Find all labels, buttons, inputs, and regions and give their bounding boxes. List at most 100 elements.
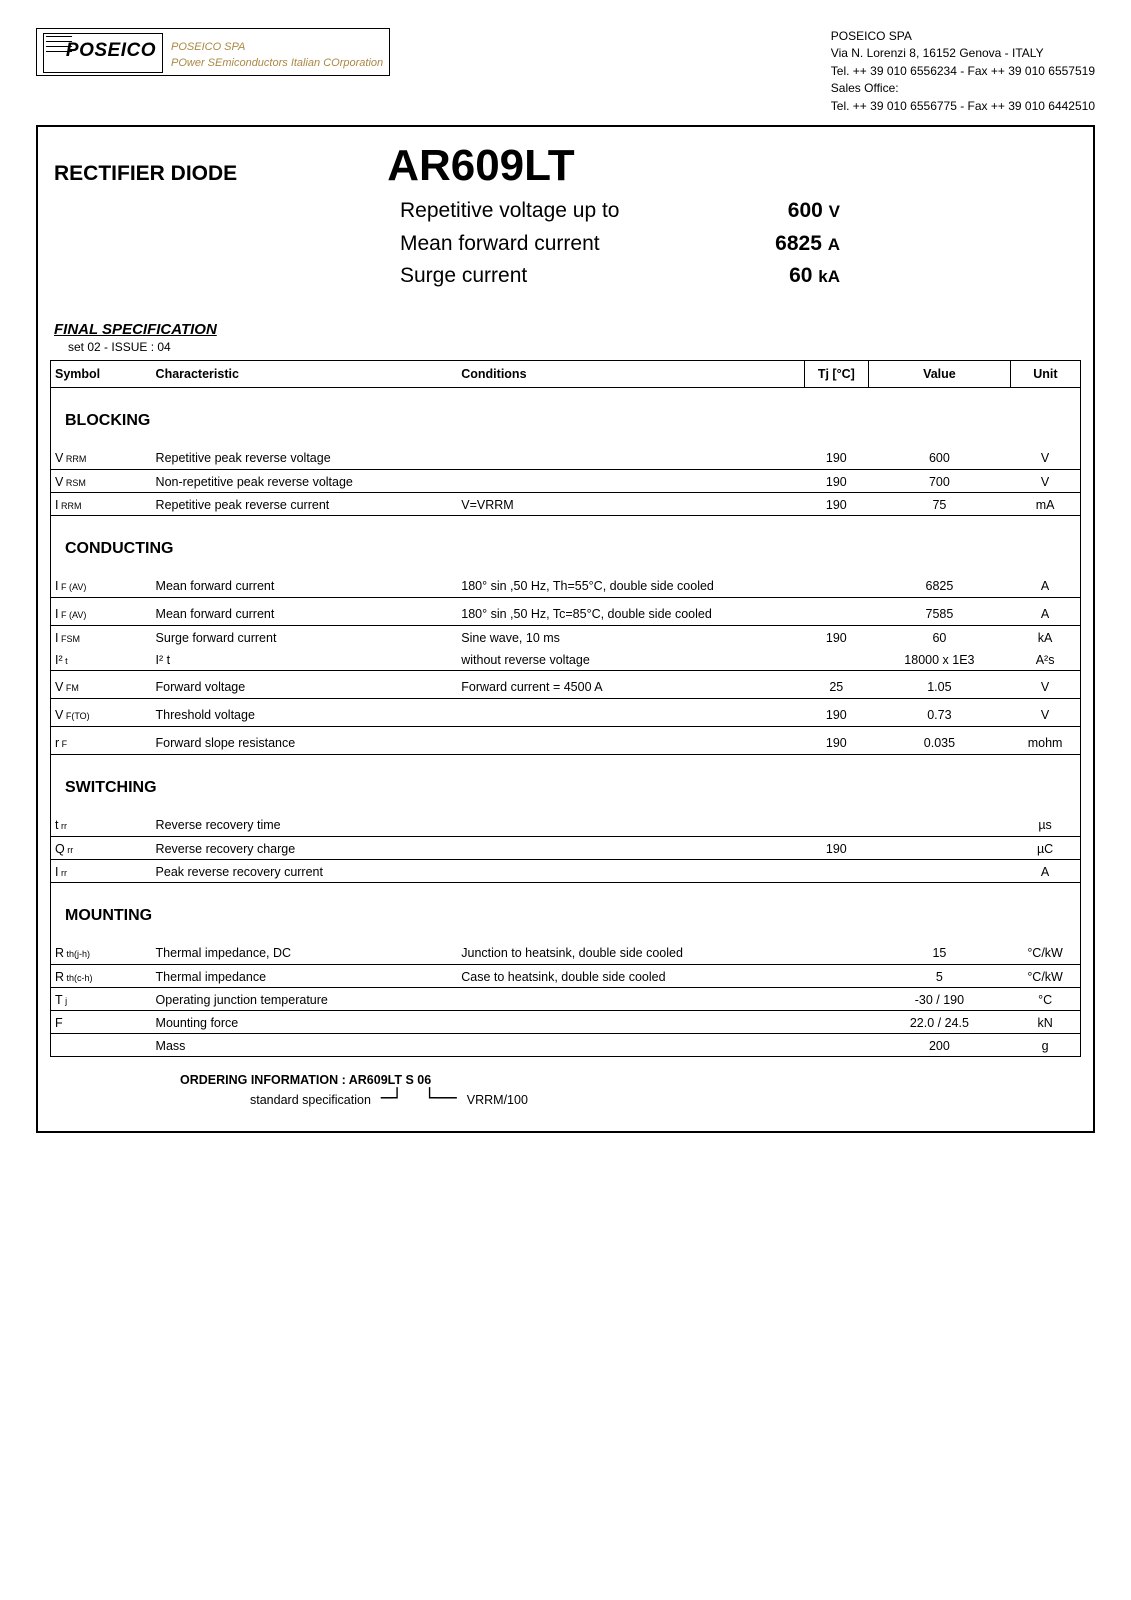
cell-tj: 190 bbox=[804, 492, 869, 515]
cell-conditions bbox=[457, 1033, 804, 1056]
cell-unit: g bbox=[1010, 1033, 1080, 1056]
cell-conditions bbox=[457, 809, 804, 837]
cell-value: 1.05 bbox=[869, 670, 1011, 698]
col-value: Value bbox=[869, 360, 1011, 387]
feature-value: 6825 A bbox=[710, 228, 840, 261]
cell-characteristic: Forward slope resistance bbox=[152, 726, 458, 754]
cell-unit: °C/kW bbox=[1010, 937, 1080, 965]
cell-conditions: without reverse voltage bbox=[457, 648, 804, 671]
cell-value: 5 bbox=[869, 964, 1011, 987]
cell-characteristic: Forward voltage bbox=[152, 670, 458, 698]
cell-value: 22.0 / 24.5 bbox=[869, 1010, 1011, 1033]
table-row: I F (AV)Mean forward current180° sin ,50… bbox=[51, 570, 1081, 598]
cell-symbol: Q rr bbox=[51, 836, 152, 859]
col-tj: Tj [°C] bbox=[804, 360, 869, 387]
table-row: V RSMNon-repetitive peak reverse voltage… bbox=[51, 469, 1081, 492]
cell-conditions bbox=[457, 1010, 804, 1033]
cell-value: 7585 bbox=[869, 597, 1011, 625]
cell-unit: kN bbox=[1010, 1010, 1080, 1033]
feature-label: Mean forward current bbox=[400, 228, 710, 261]
cell-value: 200 bbox=[869, 1033, 1011, 1056]
feature-row: Repetitive voltage up to 600 V bbox=[400, 195, 1081, 228]
table-row: I F (AV)Mean forward current180° sin ,50… bbox=[51, 597, 1081, 625]
cell-tj bbox=[804, 809, 869, 837]
cell-unit: V bbox=[1010, 670, 1080, 698]
key-features: Repetitive voltage up to 600 V Mean forw… bbox=[400, 195, 1081, 293]
section-heading-row: CONDUCTING bbox=[51, 515, 1081, 570]
cell-value bbox=[869, 836, 1011, 859]
ordering-title: ORDERING INFORMATION : AR609LT S 06 bbox=[180, 1073, 1081, 1087]
cell-symbol: R th(c-h) bbox=[51, 964, 152, 987]
cell-symbol: V F(TO) bbox=[51, 698, 152, 726]
table-row: V RRMRepetitive peak reverse voltage1906… bbox=[51, 442, 1081, 470]
cell-unit: µs bbox=[1010, 809, 1080, 837]
cell-value: 18000 x 1E3 bbox=[869, 648, 1011, 671]
feature-value: 600 V bbox=[710, 195, 840, 228]
cell-tj bbox=[804, 1033, 869, 1056]
cell-conditions bbox=[457, 442, 804, 470]
cell-characteristic: Peak reverse recovery current bbox=[152, 859, 458, 882]
title-row: RECTIFIER DIODE AR609LT bbox=[54, 141, 1081, 191]
cell-characteristic: Threshold voltage bbox=[152, 698, 458, 726]
cell-symbol: I rr bbox=[51, 859, 152, 882]
cell-tj: 190 bbox=[804, 625, 869, 648]
cell-value: 700 bbox=[869, 469, 1011, 492]
cell-unit: mohm bbox=[1010, 726, 1080, 754]
cell-value bbox=[869, 859, 1011, 882]
cell-tj bbox=[804, 964, 869, 987]
cell-unit: °C/kW bbox=[1010, 964, 1080, 987]
cell-conditions bbox=[457, 698, 804, 726]
cell-symbol: I F (AV) bbox=[51, 597, 152, 625]
main-content-box: RECTIFIER DIODE AR609LT Repetitive volta… bbox=[36, 125, 1095, 1133]
cell-unit: kA bbox=[1010, 625, 1080, 648]
cell-conditions bbox=[457, 836, 804, 859]
table-row: V F(TO)Threshold voltage1900.73V bbox=[51, 698, 1081, 726]
feature-label: Repetitive voltage up to bbox=[400, 195, 710, 228]
cell-unit: V bbox=[1010, 698, 1080, 726]
cell-unit: °C bbox=[1010, 987, 1080, 1010]
feature-value: 60 kA bbox=[710, 260, 840, 293]
cell-conditions: 180° sin ,50 Hz, Tc=85°C, double side co… bbox=[457, 597, 804, 625]
cell-symbol: V FM bbox=[51, 670, 152, 698]
issue-line: set 02 - ISSUE : 04 bbox=[68, 340, 1081, 354]
table-row: T jOperating junction temperature-30 / 1… bbox=[51, 987, 1081, 1010]
cell-tj: 25 bbox=[804, 670, 869, 698]
cell-tj bbox=[804, 859, 869, 882]
cell-conditions bbox=[457, 726, 804, 754]
col-symbol: Symbol bbox=[51, 360, 152, 387]
cell-characteristic: Repetitive peak reverse voltage bbox=[152, 442, 458, 470]
bracket-icon: ─┘ └── bbox=[381, 1093, 457, 1106]
cell-tj bbox=[804, 1010, 869, 1033]
cell-tj: 190 bbox=[804, 442, 869, 470]
cell-symbol: R th(j-h) bbox=[51, 937, 152, 965]
document-type: RECTIFIER DIODE bbox=[54, 162, 237, 186]
table-row: t rrReverse recovery timeµs bbox=[51, 809, 1081, 837]
cell-characteristic: Non-repetitive peak reverse voltage bbox=[152, 469, 458, 492]
cell-characteristic: Mean forward current bbox=[152, 570, 458, 598]
cell-unit: A bbox=[1010, 859, 1080, 882]
cell-characteristic: Operating junction temperature bbox=[152, 987, 458, 1010]
table-row: I FSMSurge forward currentSine wave, 10 … bbox=[51, 625, 1081, 648]
cell-characteristic: Thermal impedance, DC bbox=[152, 937, 458, 965]
cell-value bbox=[869, 809, 1011, 837]
cell-symbol: V RRM bbox=[51, 442, 152, 470]
cell-value: 75 bbox=[869, 492, 1011, 515]
feature-row: Surge current 60 kA bbox=[400, 260, 1081, 293]
cell-value: -30 / 190 bbox=[869, 987, 1011, 1010]
cell-value: 0.73 bbox=[869, 698, 1011, 726]
cell-unit: mA bbox=[1010, 492, 1080, 515]
section-heading: CONDUCTING bbox=[51, 515, 1081, 570]
specification-table: Symbol Characteristic Conditions Tj [°C]… bbox=[50, 360, 1081, 1057]
cell-symbol: r F bbox=[51, 726, 152, 754]
cell-unit: A²s bbox=[1010, 648, 1080, 671]
ordering-left: standard specification bbox=[250, 1093, 371, 1107]
cell-characteristic: Mass bbox=[152, 1033, 458, 1056]
cell-tj: 190 bbox=[804, 836, 869, 859]
cell-symbol: I FSM bbox=[51, 625, 152, 648]
cell-symbol bbox=[51, 1033, 152, 1056]
cell-tj bbox=[804, 570, 869, 598]
table-row: R th(c-h)Thermal impedanceCase to heatsi… bbox=[51, 964, 1081, 987]
cell-conditions: 180° sin ,50 Hz, Th=55°C, double side co… bbox=[457, 570, 804, 598]
section-heading: BLOCKING bbox=[51, 387, 1081, 442]
page-header: POSEICO POSEICO SPA POwer SEmiconductors… bbox=[36, 28, 1095, 115]
